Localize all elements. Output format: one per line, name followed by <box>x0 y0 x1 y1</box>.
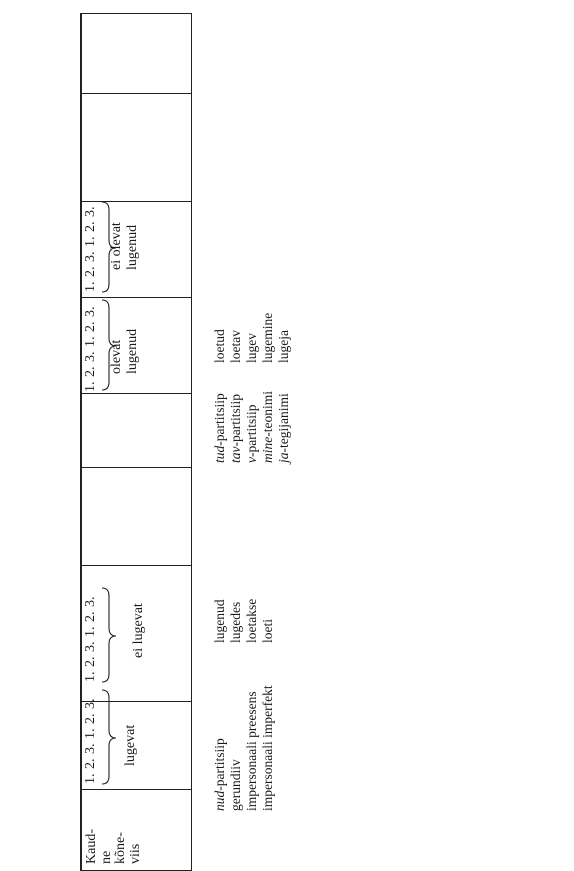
ordinal-1: 1. <box>83 381 98 393</box>
ordinal-2: 2. <box>83 321 98 333</box>
ordinal-2: 2. <box>83 266 98 278</box>
row-label-line: kõne- <box>113 832 128 864</box>
form-name: v-partitsiip <box>244 405 259 464</box>
ordinal-3: 3. <box>83 306 98 318</box>
ordinal-1: 1. <box>83 336 98 348</box>
form-value: lugenud <box>212 599 227 644</box>
ordinal-3: 3. <box>83 698 98 710</box>
form-name-text: -partitsiip <box>228 394 243 447</box>
ordinal-3: 3. <box>83 206 98 218</box>
form-value: loetav <box>228 330 243 363</box>
row-label: Kaud- ne kõne- viis <box>84 829 143 864</box>
group-form: ei lugevat <box>131 603 146 658</box>
column-divider <box>81 93 191 94</box>
ordinal-3: 3. <box>83 251 98 263</box>
form-prefix: v <box>244 457 259 463</box>
form-prefix: tud <box>212 445 227 463</box>
brace-icon <box>101 201 117 293</box>
ordinal-2: 2. <box>83 758 98 770</box>
form-value: loeti <box>260 619 275 643</box>
ordinal-1: 1. <box>83 671 98 683</box>
form-name: mine-teonimi <box>260 391 275 463</box>
form-name-text: -tegijanimi <box>276 393 291 453</box>
form-value: lugeja <box>276 330 291 363</box>
ordinal-3: 3. <box>83 596 98 608</box>
ordinal-3: 3. <box>83 641 98 653</box>
row-label-line: viis <box>127 843 143 864</box>
ordinal-3: 3. <box>83 351 98 363</box>
form-prefix: ja <box>276 452 291 463</box>
form-name-text: impersonaali imperfekt <box>260 685 275 811</box>
column-divider <box>81 297 191 298</box>
column-divider <box>81 201 191 202</box>
form-value: loetakse <box>244 598 259 643</box>
form-name: ja-tegijanimi <box>276 393 291 463</box>
ordinal-2: 2. <box>83 713 98 725</box>
column-divider <box>81 393 191 394</box>
ordinal-1: 1. <box>83 281 98 293</box>
brace-icon <box>101 587 117 683</box>
ordinal-2: 2. <box>83 221 98 233</box>
form-name: nud-partitsiip <box>212 738 227 811</box>
ordinal-1: 1. <box>83 626 98 638</box>
form-value: lugemine <box>260 312 275 363</box>
brace-icon <box>101 299 117 391</box>
group-form-line: ei olevat <box>109 222 124 270</box>
ordinal-2: 2. <box>83 366 98 378</box>
form-value: lugedes <box>228 601 243 643</box>
group-form-line: lugenud <box>125 328 140 374</box>
form-prefix: mine <box>260 436 275 463</box>
form-name-text: impersonaali preesens <box>244 691 259 811</box>
form-prefix: nud <box>212 790 227 811</box>
ordinal-1: 1. <box>83 236 98 248</box>
form-name: tud-partitsiip <box>212 393 227 463</box>
ordinal-2: 2. <box>83 611 98 623</box>
form-name: impersonaali preesens <box>244 691 259 811</box>
form-value: loetud <box>212 329 227 363</box>
form-prefix: tav <box>228 446 243 464</box>
ordinal-3: 3. <box>83 743 98 755</box>
form-name: impersonaali imperfekt <box>260 685 275 811</box>
column-divider <box>81 565 191 566</box>
form-name-text: gerundiiv <box>228 759 243 811</box>
column-divider <box>81 789 191 790</box>
verb-table: Kaud- ne kõne- viis 1. 2. 3. 1. 2. 3. lu… <box>80 13 192 871</box>
group-form: lugevat <box>123 724 138 766</box>
column-divider <box>81 467 191 468</box>
form-name: tav-partitsiip <box>228 394 243 463</box>
group-form-line: olevat <box>109 339 124 374</box>
form-name-text: -teonimi <box>260 391 275 437</box>
form-name-text: -partitsiip <box>244 404 259 458</box>
brace-icon <box>101 689 117 785</box>
ordinal-1: 1. <box>83 728 98 740</box>
row-divider <box>81 14 82 870</box>
row-label-line: ne <box>98 850 114 864</box>
form-name: gerundiiv <box>228 759 243 811</box>
form-name-text: -partitsiip <box>212 393 227 446</box>
ordinal-1: 1. <box>83 773 98 785</box>
group-form-line: lugenud <box>125 224 140 270</box>
form-name-text: -partitsiip <box>212 738 227 791</box>
form-value: lugev <box>244 333 259 363</box>
row-label-line: Kaud- <box>84 829 99 864</box>
ordinal-2: 2. <box>83 656 98 668</box>
